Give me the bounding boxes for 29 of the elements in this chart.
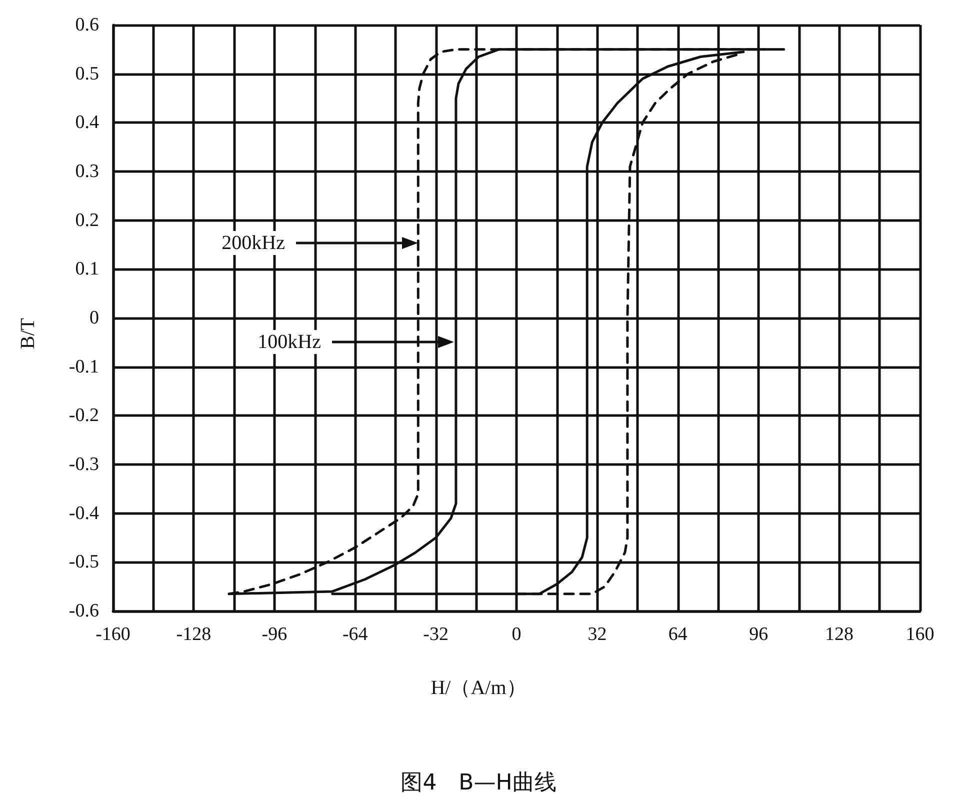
x-tick-label: -160 bbox=[96, 624, 130, 645]
x-axis-title: H/（A/m） bbox=[430, 677, 526, 699]
x-tick-label: -96 bbox=[262, 624, 288, 645]
y-tick-label: 0.2 bbox=[75, 210, 99, 231]
y-tick-label: -0.6 bbox=[68, 600, 99, 622]
y-tick-label: 0.3 bbox=[75, 161, 99, 182]
y-tick-label: 0.4 bbox=[75, 112, 100, 134]
x-tick-label: -32 bbox=[423, 624, 448, 645]
annotation: 200kHz bbox=[218, 231, 288, 255]
annotation: 100kHz bbox=[254, 330, 324, 354]
y-tick-label: 0.6 bbox=[75, 14, 99, 36]
x-tick-label: -64 bbox=[342, 624, 368, 645]
y-tick-label: -0.5 bbox=[68, 552, 99, 573]
y-tick-label: 0.1 bbox=[75, 258, 99, 280]
x-tick-label: -128 bbox=[176, 624, 212, 645]
y-tick-label: -0.4 bbox=[68, 502, 100, 524]
text: 图4 B—H曲线 bbox=[400, 770, 556, 796]
x-tick-label: 0 bbox=[512, 624, 522, 645]
y-tick-label: 0 bbox=[90, 308, 99, 328]
x-tick-label: 32 bbox=[588, 624, 607, 645]
y-tick-label: 0.5 bbox=[75, 63, 99, 84]
y-tick-label: -0.3 bbox=[68, 454, 99, 475]
y-tick-label: -0.1 bbox=[68, 356, 99, 378]
x-tick-label: 96 bbox=[749, 624, 768, 645]
y-tick-label: -0.2 bbox=[68, 405, 99, 426]
y-axis-title: B/T bbox=[17, 318, 39, 350]
x-tick-label: 128 bbox=[825, 624, 854, 645]
x-tick-label: 160 bbox=[906, 624, 934, 645]
x-tick-label: 64 bbox=[668, 624, 688, 645]
